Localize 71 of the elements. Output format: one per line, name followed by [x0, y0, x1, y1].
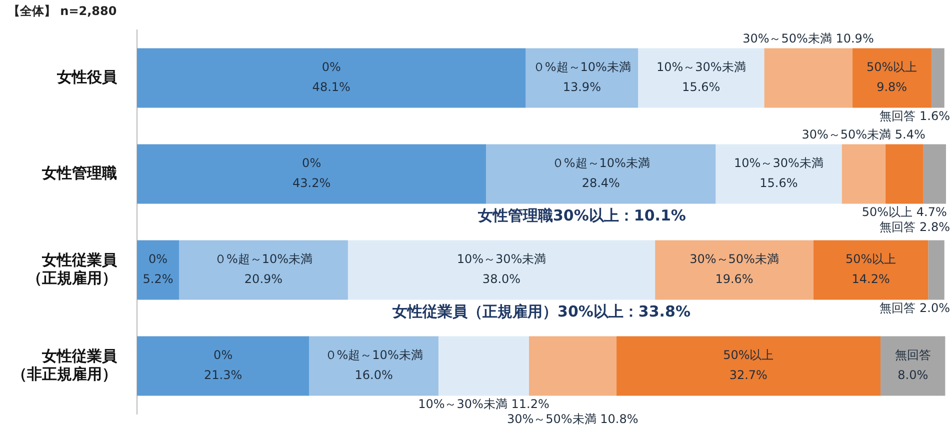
text: 無回答 1.6% [880, 108, 950, 123]
series-label: 10%～30%未満 [734, 156, 824, 170]
series-label: 50%以上 [846, 252, 896, 266]
text: 10%～30%未満 [656, 60, 746, 74]
bar [348, 240, 656, 300]
bar [137, 240, 180, 300]
text: 10%～30%未満 11.2% [418, 396, 550, 411]
bar [638, 48, 764, 108]
bar [137, 48, 526, 108]
bar [716, 144, 842, 204]
text: ０%超～10%未満 [214, 252, 313, 266]
data-label: 15.6% [760, 176, 798, 190]
y-tick-label: 女性役員 [56, 68, 118, 86]
data-label: 13.9% [562, 80, 601, 94]
bar [438, 336, 529, 396]
data-label: 20.9% [244, 272, 283, 286]
bar [931, 48, 944, 108]
data-label: 19.6% [715, 272, 754, 286]
data-label: 9.8% [876, 80, 908, 94]
bar [880, 336, 946, 396]
bar [764, 48, 852, 108]
bar [928, 240, 944, 300]
data-label: 5.2% [142, 272, 174, 286]
data-label: 32.7% [729, 368, 768, 382]
bar [137, 144, 486, 204]
text: 30%～50%未満 5.4% [802, 127, 926, 142]
text: 30%～50%未満 10.9% [742, 31, 874, 46]
text: 30%～50%未満 10.8% [506, 412, 638, 426]
text: ０%超～10%未満 [324, 348, 423, 362]
data-label: 28.4% [582, 176, 620, 190]
y-tick-label: 女性従業員（非正規雇用） [12, 346, 118, 383]
series-label: 30%～50%未満 [690, 252, 779, 266]
bar [486, 144, 716, 204]
text: 無回答 2.8% [880, 220, 950, 234]
bar [655, 240, 814, 300]
annotation: 女性管理職30%以上：10.1% [476, 206, 686, 225]
data-label: 8.0% [898, 368, 928, 382]
data-label: 15.6% [682, 80, 720, 94]
bar [179, 240, 348, 300]
bar [528, 336, 616, 396]
text: 0% [322, 60, 341, 74]
data-label: 16.0% [354, 368, 393, 382]
data-label: 14.2% [852, 272, 890, 286]
text: 50%以上 [866, 60, 918, 74]
text: 無回答 2.0% [880, 300, 950, 315]
text: 0% [214, 348, 233, 362]
bar [616, 336, 881, 396]
data-label: 43.2% [292, 176, 331, 190]
series-label: 無回答 [894, 348, 931, 362]
series-label: ０%超～10%未満 [532, 60, 631, 74]
text: 10%～30%未満 [456, 252, 546, 266]
text: ０%超～10%未満 [552, 156, 650, 170]
text: 50%以上 [723, 348, 774, 362]
bar [526, 48, 638, 108]
text: 【全体】 n=2,880 [8, 4, 117, 18]
bar [813, 240, 928, 300]
data-label: 48.1% [312, 80, 350, 94]
bar [852, 48, 932, 108]
text: 0% [302, 156, 322, 170]
y-tick-label: 女性従業員（正規雇用） [27, 250, 118, 287]
bar [137, 336, 310, 396]
y-tick-label: 女性管理職 [41, 164, 117, 182]
series-label: 0% [148, 252, 168, 266]
bar [885, 144, 924, 204]
data-label: 21.3% [204, 368, 242, 382]
annotation: 女性従業員（正規雇用）30%以上：33.8% [392, 302, 690, 321]
bar [309, 336, 438, 396]
bar [842, 144, 886, 204]
bar [923, 144, 946, 204]
data-label: 38.0% [482, 272, 521, 286]
text: 50%以上 4.7% [862, 204, 947, 219]
